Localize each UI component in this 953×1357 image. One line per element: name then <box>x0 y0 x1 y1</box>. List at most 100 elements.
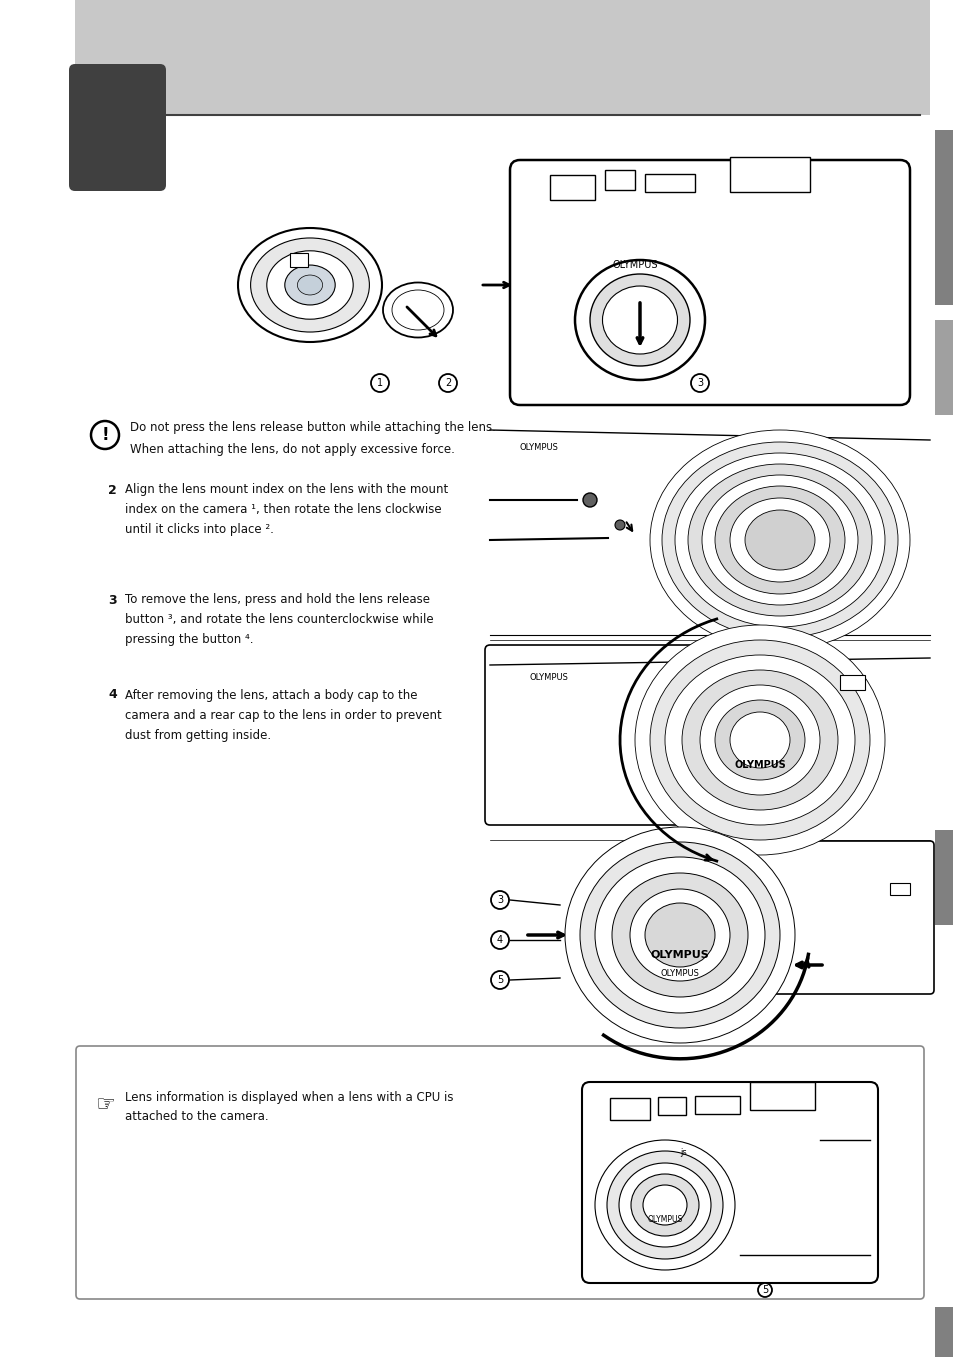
Text: OLYMPUS: OLYMPUS <box>530 673 568 683</box>
Ellipse shape <box>237 228 381 342</box>
Text: OLYMPUS: OLYMPUS <box>650 950 709 959</box>
Ellipse shape <box>612 873 747 997</box>
Text: When attaching the lens, do not apply excessive force.: When attaching the lens, do not apply ex… <box>130 442 455 456</box>
Ellipse shape <box>382 282 453 338</box>
Circle shape <box>491 972 509 989</box>
Text: 3: 3 <box>497 896 502 905</box>
Ellipse shape <box>700 685 820 795</box>
Circle shape <box>371 375 389 392</box>
Ellipse shape <box>595 1140 734 1270</box>
Bar <box>840 674 864 689</box>
Circle shape <box>615 520 624 531</box>
Ellipse shape <box>606 1151 722 1259</box>
Ellipse shape <box>635 626 884 855</box>
Text: camera and a rear cap to the lens in order to prevent: camera and a rear cap to the lens in ord… <box>125 708 441 722</box>
Polygon shape <box>490 641 929 840</box>
Ellipse shape <box>649 641 869 840</box>
Text: Do not press the lens release button while attaching the lens.: Do not press the lens release button whi… <box>130 421 496 433</box>
Ellipse shape <box>392 290 443 330</box>
Bar <box>75 0 929 115</box>
Ellipse shape <box>687 464 871 616</box>
Text: js: js <box>679 1148 686 1158</box>
Bar <box>934 130 953 305</box>
Ellipse shape <box>729 498 829 582</box>
Bar <box>609 1098 649 1120</box>
Text: OLYMPUS: OLYMPUS <box>734 760 785 769</box>
Ellipse shape <box>285 265 335 305</box>
Ellipse shape <box>579 841 780 1029</box>
Ellipse shape <box>729 712 789 768</box>
Text: 4: 4 <box>108 688 116 702</box>
Bar <box>934 830 953 925</box>
Ellipse shape <box>664 655 854 825</box>
FancyBboxPatch shape <box>716 841 933 993</box>
Circle shape <box>582 493 597 508</box>
Text: 3: 3 <box>697 379 702 388</box>
Text: 2: 2 <box>108 483 116 497</box>
Text: index on the camera ¹, then rotate the lens clockwise: index on the camera ¹, then rotate the l… <box>125 503 441 517</box>
Ellipse shape <box>602 286 677 354</box>
FancyBboxPatch shape <box>484 645 774 825</box>
Text: 5: 5 <box>761 1285 767 1295</box>
Ellipse shape <box>714 486 844 594</box>
Text: 2: 2 <box>444 379 451 388</box>
Bar <box>658 1096 685 1115</box>
Ellipse shape <box>575 261 704 380</box>
Text: ☞: ☞ <box>95 1095 115 1115</box>
FancyBboxPatch shape <box>76 1046 923 1299</box>
Ellipse shape <box>675 453 884 627</box>
Ellipse shape <box>297 275 322 294</box>
Polygon shape <box>490 421 929 641</box>
Ellipse shape <box>267 251 353 319</box>
Bar <box>290 252 308 267</box>
FancyBboxPatch shape <box>69 64 166 191</box>
Text: !: ! <box>101 426 109 444</box>
Text: attached to the camera.: attached to the camera. <box>125 1110 269 1124</box>
Text: button ³, and rotate the lens counterclockwise while: button ³, and rotate the lens counterclo… <box>125 613 434 627</box>
Text: OLYMPUS: OLYMPUS <box>612 261 657 270</box>
Ellipse shape <box>714 700 804 780</box>
Text: To remove the lens, press and hold the lens release: To remove the lens, press and hold the l… <box>125 593 430 607</box>
Text: dust from getting inside.: dust from getting inside. <box>125 729 271 741</box>
Bar <box>934 320 953 415</box>
Ellipse shape <box>595 858 764 1012</box>
Text: OLYMPUS: OLYMPUS <box>519 442 558 452</box>
Text: until it clicks into place ².: until it clicks into place ². <box>125 524 274 536</box>
FancyBboxPatch shape <box>581 1082 877 1282</box>
Circle shape <box>438 375 456 392</box>
Ellipse shape <box>644 902 714 968</box>
Text: 4: 4 <box>497 935 502 944</box>
Polygon shape <box>490 840 929 1006</box>
Text: Align the lens mount index on the lens with the mount: Align the lens mount index on the lens w… <box>125 483 448 497</box>
Bar <box>729 157 809 191</box>
Bar <box>644 174 695 191</box>
Circle shape <box>491 931 509 949</box>
Bar <box>550 175 595 199</box>
Text: 5: 5 <box>497 974 502 985</box>
Ellipse shape <box>642 1185 686 1225</box>
Text: 3: 3 <box>108 593 116 607</box>
Ellipse shape <box>701 475 857 605</box>
Text: pressing the button ⁴.: pressing the button ⁴. <box>125 634 253 646</box>
Ellipse shape <box>251 237 369 332</box>
Bar <box>889 883 909 896</box>
Bar <box>934 1307 953 1357</box>
Circle shape <box>758 1282 771 1297</box>
Text: Lens information is displayed when a lens with a CPU is: Lens information is displayed when a len… <box>125 1091 453 1103</box>
Ellipse shape <box>681 670 837 810</box>
Bar <box>749 1082 814 1110</box>
Ellipse shape <box>649 430 909 650</box>
Text: 1: 1 <box>376 379 383 388</box>
Ellipse shape <box>661 442 897 638</box>
Ellipse shape <box>564 826 794 1044</box>
Ellipse shape <box>618 1163 710 1247</box>
Text: After removing the lens, attach a body cap to the: After removing the lens, attach a body c… <box>125 688 417 702</box>
Ellipse shape <box>589 274 689 366</box>
Circle shape <box>690 375 708 392</box>
Ellipse shape <box>629 889 729 981</box>
Ellipse shape <box>744 510 814 570</box>
Bar <box>695 1096 740 1114</box>
Ellipse shape <box>630 1174 699 1236</box>
Bar <box>604 170 635 190</box>
Circle shape <box>91 421 119 449</box>
